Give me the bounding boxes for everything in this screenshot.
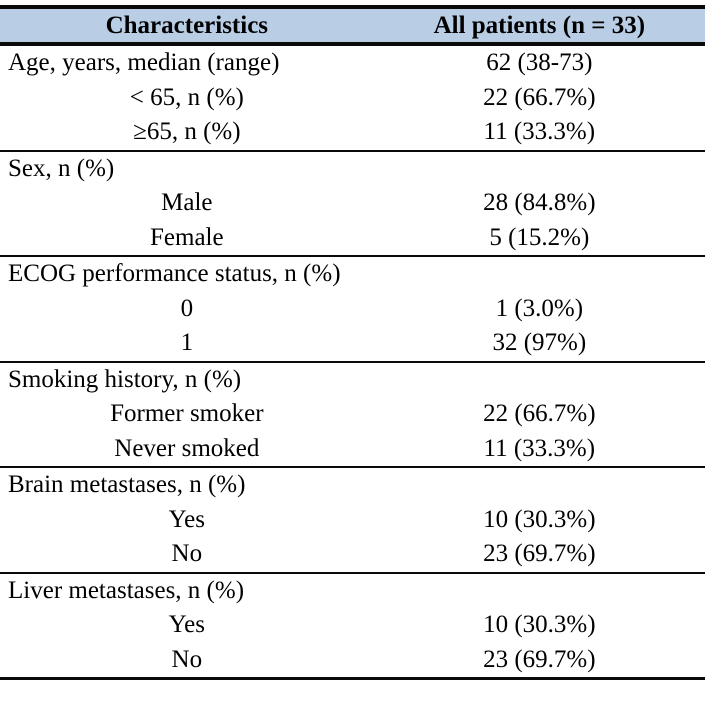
row-value: 11 (33.3%)	[483, 434, 596, 462]
table-row: Yes 10 (30.3%)	[0, 608, 705, 643]
table-row: Brain metastases, n (%)	[0, 468, 705, 503]
table-header-row: Characteristics All patients (n = 33)	[0, 5, 705, 46]
column-header-characteristics: Characteristics	[105, 12, 269, 39]
table-row: ECOG performance status, n (%)	[0, 257, 705, 292]
row-label: Never smoked	[114, 434, 260, 462]
table-section: Age, years, median (range) 62 (38-73) < 65…	[0, 46, 705, 150]
table-section: Smoking history, n (%) Former smoker 22 (6…	[0, 360, 705, 467]
table-body: Age, years, median (range) 62 (38-73) < 65…	[0, 46, 705, 680]
row-value	[374, 574, 705, 609]
table-row: Female 5 (15.2%)	[0, 221, 705, 256]
table-row: Age, years, median (range) 62 (38-73)	[0, 46, 705, 81]
row-label: Liver metastases, n (%)	[8, 576, 245, 604]
table-row: Smoking history, n (%)	[0, 363, 705, 398]
row-value: 23 (69.7%)	[483, 540, 596, 567]
table-row: Male 28 (84.8%)	[0, 186, 705, 221]
row-value: 11 (33.3%)	[483, 118, 596, 145]
table-row: < 65, n (%) 22 (66.7%)	[0, 81, 705, 116]
row-label: Female	[150, 223, 224, 251]
table-row: Yes 10 (30.3%)	[0, 503, 705, 538]
row-label: ECOG performance status, n (%)	[8, 260, 341, 287]
row-label: 1	[180, 329, 194, 356]
row-label: ≥65, n (%)	[133, 118, 241, 145]
row-value: 10 (30.3%)	[483, 611, 596, 638]
table-row: ≥65, n (%) 11 (33.3%)	[0, 115, 705, 150]
table-section: Liver metastases, n (%) Yes 10 (30.3%) No 23…	[0, 571, 705, 678]
row-value	[374, 468, 705, 503]
row-label: Yes	[168, 505, 206, 533]
patient-characteristics-table: Characteristics All patients (n = 33) Ag…	[0, 5, 705, 680]
table-row: Sex, n (%)	[0, 152, 705, 187]
table-row: Liver metastases, n (%)	[0, 574, 705, 609]
row-value: 62 (38-73)	[486, 49, 593, 76]
row-value: 5 (15.2%)	[489, 223, 590, 251]
row-value: 32 (97%)	[492, 329, 587, 356]
row-value: 1 (3.0%)	[495, 294, 584, 322]
column-header-all-patients: All patients (n = 33)	[433, 12, 646, 39]
row-label: No	[171, 645, 203, 673]
table-row: 0 1 (3.0%)	[0, 292, 705, 327]
table-row: No 23 (69.7%)	[0, 643, 705, 678]
table-section: ECOG performance status, n (%) 0 1 (3.0%) 1…	[0, 255, 705, 361]
row-label: Brain metastases, n (%)	[8, 471, 246, 498]
row-label: Yes	[168, 611, 206, 638]
table-row: 1 32 (97%)	[0, 326, 705, 361]
row-value	[374, 363, 705, 398]
row-label: Male	[161, 189, 213, 216]
row-label: < 65, n (%)	[129, 83, 244, 111]
table-row: Never smoked 11 (33.3%)	[0, 432, 705, 467]
table-row: Former smoker 22 (66.7%)	[0, 397, 705, 432]
row-value: 10 (30.3%)	[483, 505, 596, 533]
row-value: 22 (66.7%)	[483, 400, 596, 427]
row-label: Smoking history, n (%)	[8, 365, 242, 393]
row-label: No	[171, 540, 203, 567]
table-row: No 23 (69.7%)	[0, 537, 705, 572]
table-section: Sex, n (%) Male 28 (84.8%) Female 5 (15.2%)	[0, 149, 705, 256]
row-value: 22 (66.7%)	[483, 83, 596, 111]
row-value	[374, 152, 705, 187]
table-section: Brain metastases, n (%) Yes 10 (30.3%) No 23…	[0, 466, 705, 572]
row-value	[374, 257, 705, 292]
row-label: Age, years, median (range)	[8, 49, 280, 76]
row-value: 28 (84.8%)	[483, 189, 596, 216]
row-value: 23 (69.7%)	[483, 645, 596, 673]
row-label: 0	[180, 294, 194, 322]
row-label: Former smoker	[110, 400, 264, 427]
row-label: Sex, n (%)	[8, 154, 115, 182]
